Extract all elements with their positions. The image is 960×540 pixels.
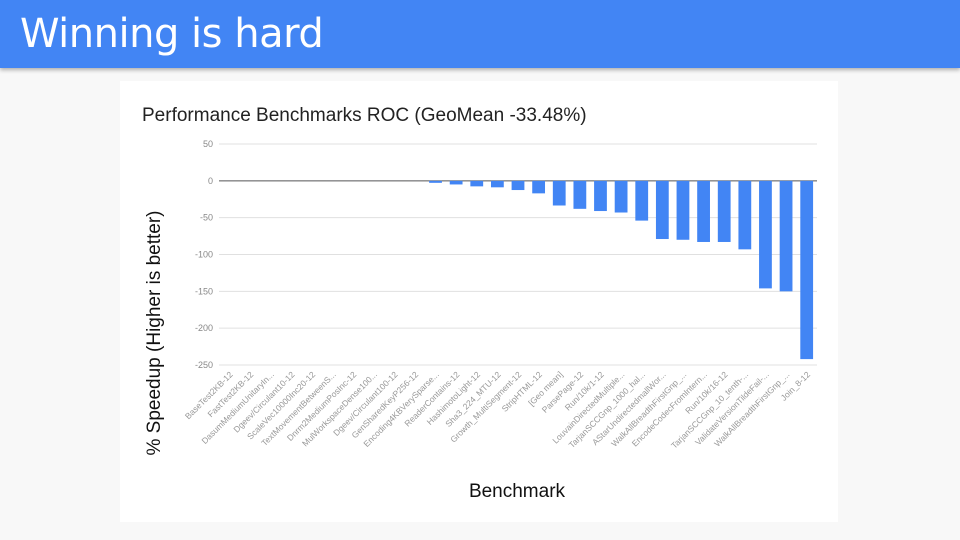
bar [511,180,525,191]
bar [552,180,566,206]
bar [759,180,772,289]
bar [800,180,814,360]
bar-chart: Performance Benchmarks ROC (GeoMean -33.… [142,105,817,502]
chart-title: Performance Benchmarks ROC (GeoMean -33.… [142,105,587,126]
y-tick-label: -150 [195,286,213,296]
bar [449,180,463,185]
y-tick-label: 0 [208,176,213,186]
bar [779,180,793,292]
slide-title: Winning is hard [20,11,324,57]
bar [717,180,731,242]
y-tick-label: -200 [195,323,213,333]
bar [738,180,752,250]
y-tick-label: -100 [195,250,213,260]
bar [655,180,669,240]
bar [594,180,607,212]
bar [635,180,649,221]
bar [573,180,587,209]
bar [614,180,628,213]
bar [490,180,504,188]
y-axis-label: % Speedup (Higher is better) [144,210,165,455]
bar [676,180,690,240]
bar [470,180,484,187]
bar [532,180,546,194]
bar [429,180,442,183]
y-tick-label: -50 [200,213,213,223]
slide-header: Winning is hard [0,0,960,68]
x-axis-label: Benchmark [469,481,566,502]
chart-card: Performance Benchmarks ROC (GeoMean -33.… [120,81,838,522]
bar [697,180,710,242]
y-tick-label: -250 [195,360,213,370]
y-tick-label: 50 [203,139,213,149]
